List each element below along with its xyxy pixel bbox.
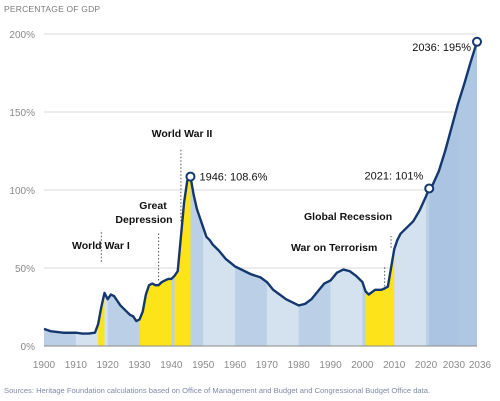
decade-band: [298, 280, 331, 346]
y-axis-unit-label: PERCENTAGE OF GDP: [4, 4, 101, 14]
projection-area: [429, 41, 477, 347]
x-tick-label: 1950: [192, 360, 215, 371]
event-highlight: [384, 249, 395, 346]
source-note: Sources: Heritage Foundation calculation…: [4, 386, 431, 395]
event-highlight: [98, 292, 105, 346]
x-tick-label: 1990: [319, 360, 342, 371]
event-highlight: [365, 288, 385, 346]
x-tick-label: 2010: [383, 360, 406, 371]
event-annotation: Depression: [115, 214, 172, 226]
x-tick-label: 1900: [33, 360, 56, 371]
callout-label: 2021: 101%: [365, 170, 424, 182]
y-tick-label: 0%: [21, 342, 36, 353]
x-tick-label: 2020: [415, 360, 438, 371]
callout-marker: [185, 171, 196, 182]
x-tick-label: 1910: [65, 360, 88, 371]
x-tick-label: 1960: [224, 360, 247, 371]
decade-band: [107, 294, 140, 346]
y-tick-label: 150%: [9, 108, 35, 119]
x-tick-label: 2036: [469, 360, 492, 371]
x-tick-label: 2030: [443, 360, 466, 371]
debt-line: [43, 41, 479, 335]
callout-marker: [472, 36, 482, 47]
x-tick-label: 1980: [288, 360, 311, 371]
y-tick-label: 100%: [9, 186, 35, 197]
callout-label: 2036: 195%: [412, 42, 471, 54]
x-tick-label: 1930: [128, 360, 151, 371]
event-highlight: [139, 278, 172, 346]
event-annotation: War on Terrorism: [291, 242, 377, 254]
event-annotation: World War I: [72, 240, 130, 252]
event-highlight: [174, 176, 191, 346]
y-tick-label: 50%: [15, 264, 35, 275]
x-tick-label: 1940: [160, 360, 183, 371]
event-annotation: Great: [139, 200, 167, 212]
x-tick-label: 2000: [351, 360, 374, 371]
x-tick-label: 1970: [256, 360, 279, 371]
callout-marker: [424, 183, 435, 194]
x-tick-label: 1920: [97, 360, 120, 371]
event-annotation: Global Recession: [304, 211, 392, 223]
decade-band: [235, 266, 267, 346]
event-annotation: World War II: [152, 128, 213, 140]
y-tick-label: 200%: [9, 30, 35, 41]
callout-label: 1946: 108.6%: [199, 172, 267, 184]
